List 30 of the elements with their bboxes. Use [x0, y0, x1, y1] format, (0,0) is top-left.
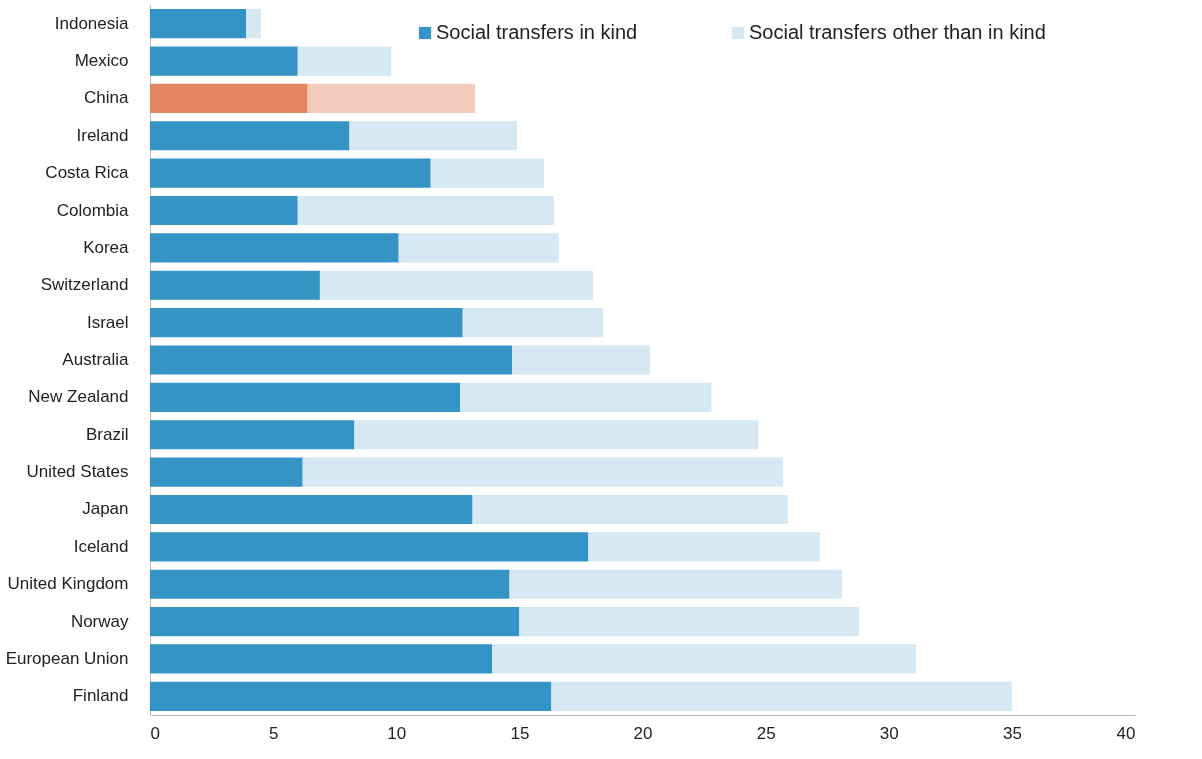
y-tick-label: Australia — [62, 350, 130, 369]
y-tick-label: Indonesia — [54, 13, 130, 33]
x-tick-label: 0 — [150, 723, 160, 743]
y-tick-label: United Kingdom — [7, 574, 129, 594]
x-tick-label: 10 — [387, 723, 407, 743]
y-tick-label: Ireland — [76, 125, 129, 145]
x-tick-label: 5 — [268, 723, 279, 743]
y-tick-label: Japan — [82, 499, 129, 519]
y-tick-label: China — [84, 88, 130, 108]
x-tick-label: 40 — [1116, 723, 1136, 743]
y-tick-label: Switzerland — [40, 275, 129, 295]
y-tick-label: Mexico — [74, 51, 129, 71]
y-tick-label: Finland — [72, 686, 129, 706]
x-tick-label: 30 — [879, 723, 899, 743]
x-tick-label: 20 — [633, 723, 653, 743]
x-tick-label: 15 — [510, 723, 530, 743]
x-tick-label: 35 — [1002, 723, 1022, 743]
y-tick-label: Norway — [70, 611, 129, 631]
y-tick-label: Israel — [86, 312, 129, 332]
y-tick-label: Iceland — [73, 536, 129, 556]
legend-label: Social transfers in kind — [436, 21, 638, 43]
x-tick-label: 25 — [756, 723, 776, 743]
y-tick-label: United States — [26, 462, 129, 482]
y-tick-label: Colombia — [56, 200, 130, 220]
y-tick-label: Brazil — [85, 424, 129, 444]
y-tick-label: European Union — [5, 648, 129, 668]
y-tick-label: Korea — [83, 237, 130, 257]
y-tick-label: Costa Rica — [45, 163, 130, 183]
y-tick-label: New Zealand — [28, 387, 129, 407]
legend-label: Social transfers other than in kind — [749, 21, 1046, 43]
